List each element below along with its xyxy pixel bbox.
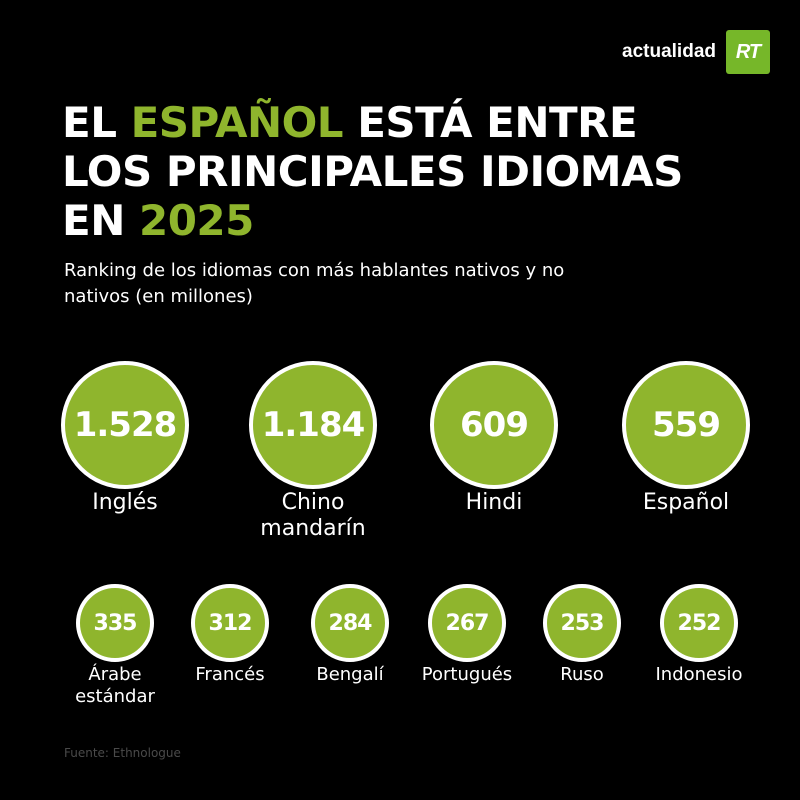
value-bubble: 252 [660,584,738,662]
language-label: Bengalí [316,664,384,685]
page-title: EL ESPAÑOL ESTÁ ENTRE LOS PRINCIPALES ID… [62,98,782,245]
value-bubble: 253 [543,584,621,662]
title-accent-year: 2025 [138,196,254,245]
language-label: Chino mandarín [260,490,366,541]
language-label: Inglés [92,490,158,515]
title-accent-espanol: ESPAÑOL [130,98,344,147]
chart-subtitle: Ranking de los idiomas con más hablantes… [64,260,565,307]
language-label: Indonesio [655,664,743,685]
language-label: Árabe estándar [75,664,155,707]
source-note: Fuente: Ethnologue [64,746,181,760]
language-label: Español [642,490,730,515]
language-label: Ruso [560,664,604,685]
value-bubble: 284 [311,584,389,662]
value-bubble: 335 [76,584,154,662]
value-bubble: 1.184 [249,361,377,489]
value-bubble: 267 [428,584,506,662]
language-label: Francés [195,664,265,685]
value-bubble: 609 [430,361,558,489]
language-label: Portugués [421,664,513,685]
brand-name: actualidad [622,41,716,62]
language-label: Hindi [465,490,523,515]
value-bubble: 1.528 [61,361,189,489]
value-bubble: 559 [622,361,750,489]
brand-logo: actualidad RT [622,30,770,74]
title-line3-pre: EN [62,196,139,245]
title-line1-pre: EL [62,98,131,147]
title-line1-post: ESTÁ ENTRE [343,98,638,147]
rt-logo-icon: RT [726,30,770,74]
title-line2: LOS PRINCIPALES IDIOMAS [62,147,683,196]
value-bubble: 312 [191,584,269,662]
